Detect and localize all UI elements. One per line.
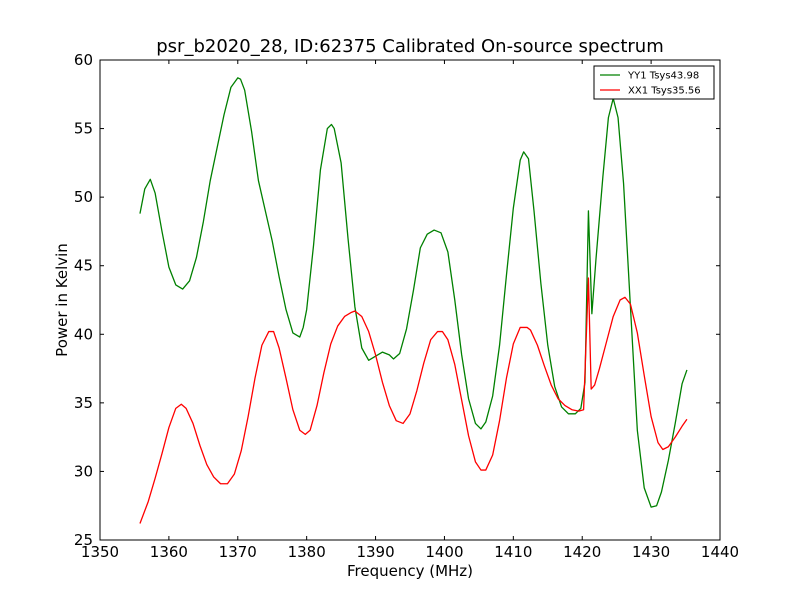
y-tick-label: 40 (74, 325, 93, 343)
series-line-1 (139, 277, 688, 524)
y-tick-label: 30 (74, 462, 93, 480)
tick-layer: 1350 1360 1370 1380 1390 1400 1410 1420 1430 1440… (74, 51, 739, 561)
x-tick-label: 1360 (150, 543, 188, 561)
x-tick-label: 1420 (563, 543, 601, 561)
legend-label-0: YY1 Tsys43.98 (627, 71, 699, 82)
x-tick-label: 1370 (219, 543, 257, 561)
x-tick-label: 1390 (356, 543, 394, 561)
legend: YY1 Tsys43.98 XX1 Tsys35.56 (593, 65, 715, 100)
y-tick-label: 60 (74, 51, 93, 69)
y-tick-label: 25 (74, 531, 93, 549)
y-tick-label: 50 (74, 188, 93, 206)
plot-frame (99, 59, 721, 541)
y-tick-label: 35 (74, 394, 93, 412)
series-layer (139, 77, 688, 524)
x-tick-label: 1380 (288, 543, 326, 561)
x-axis-label: Frequency (MHz) (347, 562, 473, 580)
y-axis-label: Power in Kelvin (53, 243, 71, 357)
x-tick-label: 1440 (701, 543, 739, 561)
x-tick-label: 1400 (425, 543, 463, 561)
x-tick-label: 1410 (494, 543, 532, 561)
y-tick-label: 55 (74, 120, 93, 138)
y-tick-label: 45 (74, 257, 93, 275)
legend-label-1: XX1 Tsys35.56 (628, 86, 701, 97)
chart-title: psr_b2020_28, ID:62375 Calibrated On-sou… (156, 36, 663, 57)
legend-box (593, 65, 715, 100)
series-line-0 (139, 77, 688, 508)
x-tick-label: 1430 (632, 543, 670, 561)
x-tick-label: 1350 (81, 543, 119, 561)
